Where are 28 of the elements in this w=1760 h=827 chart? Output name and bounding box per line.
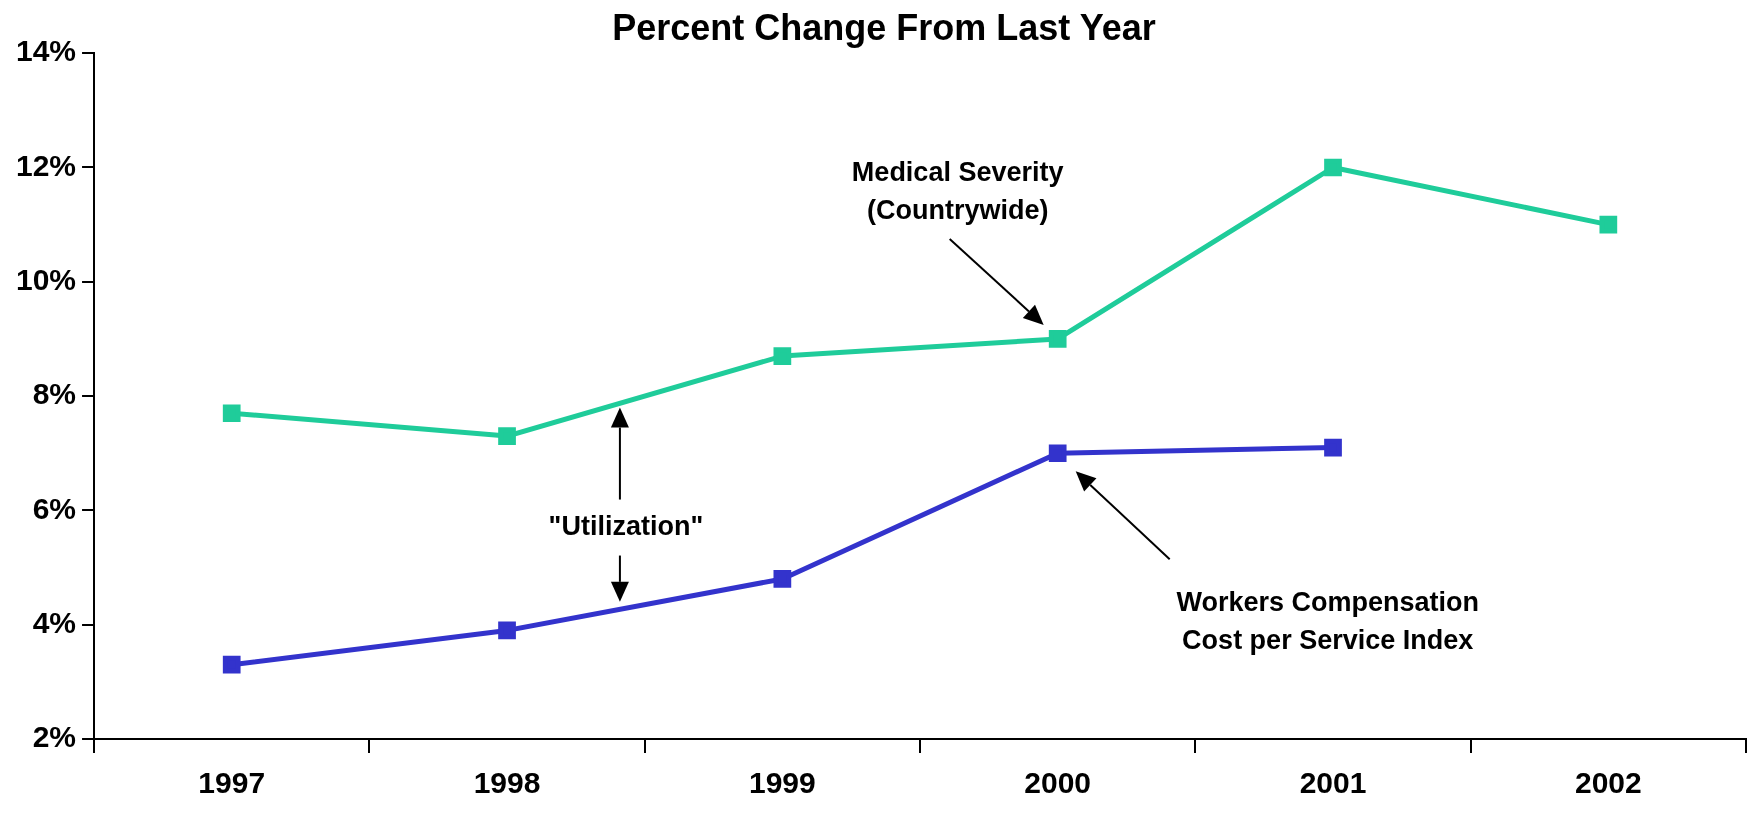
y-tick-label: 8% <box>32 377 77 411</box>
point <box>1048 444 1067 463</box>
point <box>222 404 241 423</box>
chart-title: Percent Change From Last Year <box>612 6 1156 48</box>
y-tick-label: 2% <box>32 720 77 754</box>
x-tick-label: 1999 <box>748 766 816 800</box>
point <box>1599 215 1618 234</box>
y-tick-label: 10% <box>16 263 77 297</box>
x-tick-label: 1997 <box>198 766 266 800</box>
x-tick-label: 2000 <box>1024 766 1092 800</box>
annotation: Medical Severity (Countrywide) <box>851 157 1064 226</box>
point <box>1324 438 1342 457</box>
y-tick-label: 12% <box>16 148 77 182</box>
point <box>1048 330 1067 348</box>
x-tick-label: 2002 <box>1574 766 1642 800</box>
x-tick-label: 1998 <box>473 766 541 800</box>
y-tick-label: 4% <box>32 605 77 639</box>
point <box>222 655 241 674</box>
point <box>773 570 792 588</box>
point <box>1324 158 1342 177</box>
annotation: Workers Compensation Cost per Service Index <box>1176 586 1479 655</box>
point <box>498 621 516 640</box>
point <box>773 347 792 365</box>
x-tick-label: 2001 <box>1299 766 1367 800</box>
point <box>498 427 516 445</box>
y-tick-label: 6% <box>32 491 77 525</box>
annotation: "Utilization" <box>548 511 704 541</box>
y-tick-label: 14% <box>16 34 77 68</box>
